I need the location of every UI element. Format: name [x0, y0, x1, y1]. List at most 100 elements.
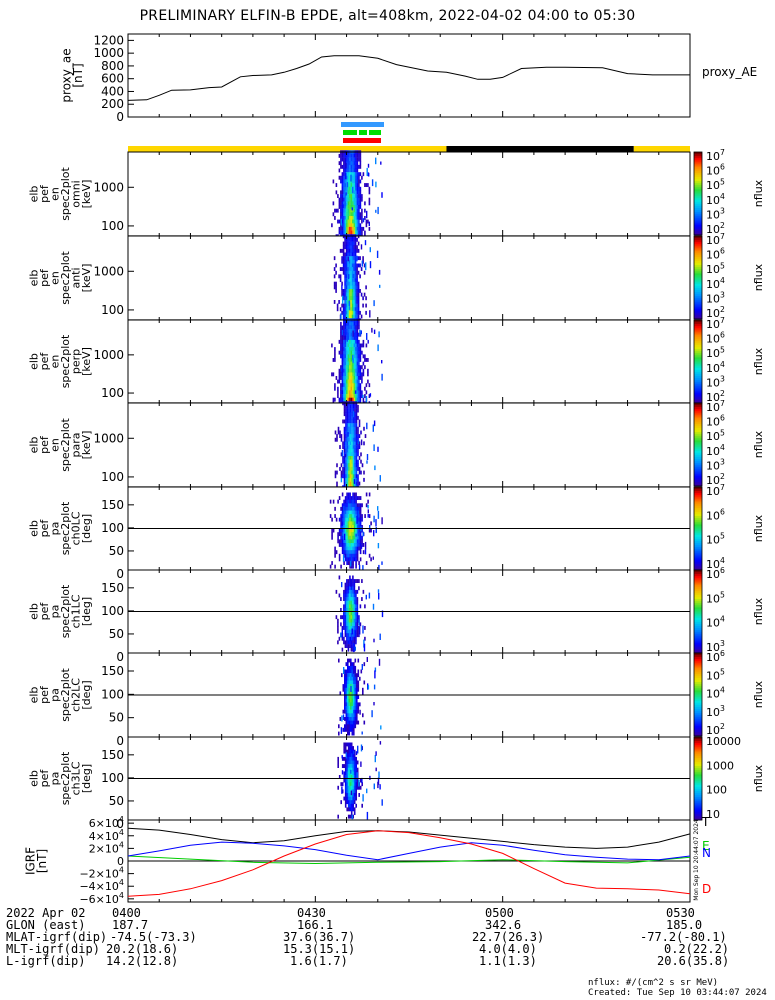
heatmap-speckle — [350, 560, 352, 567]
heatmap-cell — [343, 172, 345, 177]
heatmap-cell — [344, 629, 347, 634]
heatmap-cell — [352, 767, 354, 772]
heatmap-speckle — [343, 727, 345, 732]
heatmap-cell — [353, 695, 355, 699]
heatmap-cell — [343, 321, 345, 326]
heatmap-cell — [346, 543, 348, 547]
heatmap-cell — [357, 285, 360, 290]
heatmap-cell — [359, 216, 362, 220]
heatmap-cell — [337, 386, 339, 391]
heatmap-cell — [353, 153, 356, 158]
footer-value: -74.5(-73.3) — [110, 930, 197, 944]
heatmap-cell — [346, 201, 348, 206]
heatmap-speckle — [362, 794, 364, 802]
footer-value: 0400 — [112, 906, 141, 920]
heatmap-cell — [340, 376, 342, 380]
heatmap-cell — [341, 386, 344, 391]
heatmap-cell — [350, 593, 353, 598]
heatmap-cell — [348, 713, 351, 718]
heatmap-cell — [345, 445, 347, 449]
heatmap-cell — [346, 579, 348, 583]
legend-E: E — [702, 839, 710, 853]
heatmap-cell — [343, 386, 345, 391]
heatmap-cell — [355, 368, 357, 373]
heatmap-cell — [343, 636, 345, 641]
heatmap-cell — [339, 445, 341, 449]
heatmap-cell — [367, 183, 369, 187]
heatmap-cell — [347, 190, 350, 195]
heatmap-cell — [342, 445, 344, 449]
colorbar-cell — [694, 363, 702, 367]
heatmap-cell — [345, 300, 348, 304]
colorbar-cell — [694, 452, 702, 456]
heatmap-cell — [358, 496, 360, 500]
colorbar-cell — [694, 275, 702, 278]
heatmap-cell — [353, 397, 356, 402]
heatmap-cell — [345, 691, 348, 696]
colorbar-cell — [694, 191, 702, 194]
colorbar-cell — [694, 704, 702, 708]
heatmap-cell — [355, 514, 357, 518]
heatmap-cell — [350, 194, 353, 198]
heatmap-cell — [352, 496, 354, 500]
heatmap-cell — [342, 684, 345, 688]
heatmap-cell — [355, 423, 358, 428]
heatmap-cell — [356, 216, 359, 220]
heatmap-cell — [353, 186, 356, 191]
heatmap-cell — [347, 687, 349, 692]
colorbar-cell — [694, 534, 702, 538]
heatmap-cell — [350, 241, 352, 246]
heatmap-cell — [354, 463, 356, 468]
heatmap-cell — [345, 724, 348, 729]
heatmap-cell — [345, 259, 348, 264]
heatmap-cell — [347, 303, 349, 308]
colorbar-tick-label: 103 — [706, 457, 725, 472]
heatmap-cell — [347, 300, 349, 304]
heatmap-cell — [359, 521, 362, 526]
heatmap-cell — [355, 379, 357, 384]
heatmap-cell — [338, 532, 341, 537]
colorbar-cell — [694, 475, 702, 479]
heatmap-cell — [353, 597, 356, 601]
heatmap-cell — [356, 332, 359, 337]
heatmap-cell — [344, 386, 347, 391]
heatmap-speckle — [341, 770, 344, 775]
heatmap-cell — [347, 698, 349, 703]
heatmap-cell — [368, 394, 371, 398]
heatmap-cell — [342, 296, 345, 301]
heatmap-cell — [343, 640, 345, 645]
heatmap-cell — [353, 241, 355, 246]
panel-pa-ch0: 150100500elbpefpaspec2plotch0LC[deg]1041… — [28, 483, 765, 581]
heatmap-cell — [353, 492, 356, 497]
heatmap-cell — [354, 248, 357, 253]
heatmap-cell — [349, 608, 351, 612]
heatmap-cell — [356, 604, 359, 609]
heatmap-cell — [358, 172, 360, 177]
heatmap-cell — [348, 441, 350, 446]
heatmap-cell — [349, 194, 351, 198]
heatmap-speckle — [351, 207, 353, 211]
colorbar-cell — [694, 442, 702, 445]
heatmap-cell — [358, 546, 360, 551]
heatmap-cell — [350, 782, 353, 787]
heatmap-cell — [344, 230, 347, 235]
heatmap-cell — [357, 404, 359, 409]
heatmap-cell — [343, 618, 345, 623]
heatmap-cell — [349, 550, 351, 555]
heatmap-cell — [347, 259, 349, 264]
heatmap-cell — [349, 419, 352, 424]
heatmap-cell — [352, 368, 354, 373]
heatmap-cell — [358, 521, 360, 526]
heatmap-cell — [356, 164, 359, 169]
heatmap-cell — [349, 514, 351, 518]
heatmap-cell — [343, 190, 345, 195]
heatmap-cell — [362, 303, 364, 308]
heatmap-cell — [349, 753, 351, 758]
heatmap-cell — [351, 303, 354, 308]
colorbar-tick-label: 103 — [706, 290, 725, 305]
heatmap-cell — [353, 365, 356, 370]
heatmap-cell — [341, 361, 344, 366]
colorbar-cell — [694, 316, 702, 320]
colorbar-cell — [694, 567, 702, 571]
heatmap-cell — [347, 310, 349, 315]
